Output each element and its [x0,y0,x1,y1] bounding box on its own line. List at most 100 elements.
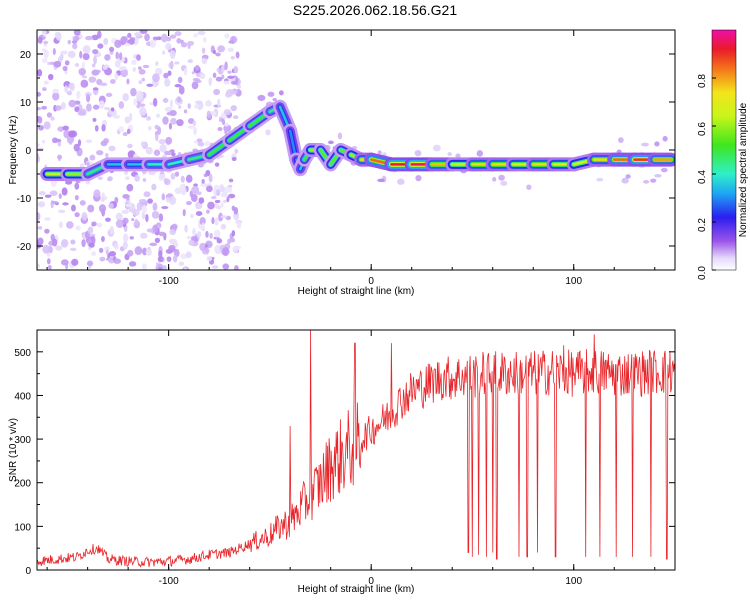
noise-blob [125,176,130,181]
noise-blob [172,254,178,263]
noise-blob [228,40,235,44]
noise-blob [212,72,217,79]
y-axis-label: Frequency (Hz) [8,116,19,185]
noise-blob [81,61,85,70]
noise-blob [65,179,73,185]
noise-blob [190,213,194,219]
noise-blob [103,38,109,46]
y-tick-label: 100 [14,522,31,533]
noise-blob [201,57,208,65]
noise-blob [131,59,137,65]
noise-blob [215,76,223,82]
noise-blob [74,212,80,218]
noise-blob [191,81,199,90]
noise-blob [200,182,206,187]
colorbar-tick-label: 0.4 [697,170,708,184]
noise-blob [228,186,232,193]
noise-blob [113,243,119,250]
noise-blob [74,182,80,190]
noise-blob [136,90,144,100]
noise-blob [164,78,171,87]
noise-blob [85,139,93,144]
noise-blob [184,224,188,233]
noise-blob [142,178,147,182]
noise-blob [185,251,192,259]
noise-blob [110,107,115,112]
noise-blob [122,233,129,243]
noise-blob [222,247,230,257]
noise-blob [142,64,150,69]
noise-blob [37,143,41,147]
noise-blob [596,177,604,182]
noise-blob [214,162,220,167]
noise-blob [194,104,200,109]
noise-blob [92,87,99,91]
y-tick-label: 400 [14,391,31,402]
noise-blob [217,98,221,108]
noise-blob [625,174,631,179]
noise-blob [214,199,221,204]
noise-blob [415,175,422,182]
noise-blob [38,190,46,196]
noise-blob [100,140,108,147]
noise-blob [43,49,49,59]
noise-blob [109,225,115,235]
noise-blob [176,96,182,103]
noise-blob [99,82,108,87]
noise-blob [192,120,197,126]
noise-blob [163,72,169,79]
noise-blob [124,43,131,47]
snr-series-line [37,330,675,568]
noise-blob [230,56,235,60]
noise-blob [257,94,266,102]
noise-blob [152,73,160,83]
noise-blob [118,101,125,109]
noise-blob [219,186,225,193]
noise-blob [89,154,96,161]
noise-blob [234,265,239,270]
noise-blob [178,261,185,267]
noise-blob [71,204,76,212]
x-tick-label: 100 [565,276,582,287]
noise-blob [92,49,99,55]
noise-blob [397,178,405,185]
noise-blob [206,185,213,193]
noise-blob [101,124,106,132]
noise-blob [78,68,86,76]
noise-blob [164,178,171,186]
noise-blob [134,218,139,226]
noise-blob [138,103,146,107]
noise-blob [229,89,238,95]
noise-blob [230,80,239,85]
noise-blob [125,203,132,208]
noise-blob [98,247,104,253]
noise-blob [76,90,81,99]
noise-blob [73,35,80,42]
noise-blob [58,221,63,229]
colorbar-tick-label: 0.8 [697,74,708,88]
noise-blob [146,228,154,233]
noise-blob [169,34,177,39]
noise-blob [37,212,41,221]
noise-blob [377,150,382,155]
noise-blob [109,79,116,84]
colorbar-tick-label: 0.2 [697,218,708,232]
noise-blob [50,116,55,121]
noise-blob [37,263,41,269]
noise-blob [165,136,173,145]
noise-blob [201,47,206,54]
noise-blob [108,251,117,257]
noise-blob [142,263,147,270]
noise-blob [73,30,81,36]
noise-blob [227,238,231,245]
noise-blob [81,75,88,79]
noise-blob [223,199,227,203]
noise-blob [64,85,69,93]
noise-blob [155,61,159,66]
noise-blob [180,253,188,260]
noise-blob [233,66,239,74]
snr-marks [37,330,675,568]
noise-blob [621,177,629,184]
noise-blob [122,132,128,137]
noise-blob [122,217,129,225]
